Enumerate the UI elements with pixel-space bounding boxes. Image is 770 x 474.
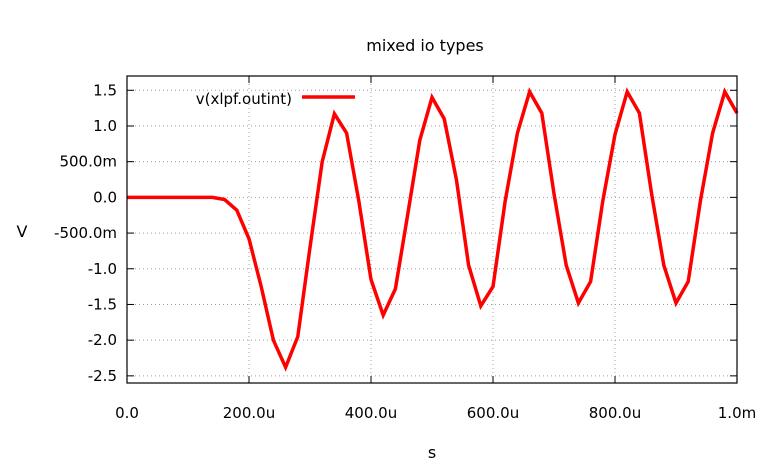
grid-lines <box>127 76 737 383</box>
y-tick-label: -1.5 <box>88 295 117 313</box>
plot-frame <box>126 75 738 384</box>
y-tick-label: -1.0 <box>88 260 117 278</box>
series-layer <box>127 87 739 372</box>
y-axis-label: V <box>17 222 28 241</box>
x-tick-label: 400.0u <box>345 404 397 422</box>
y-tick-label: 1.0 <box>93 117 117 135</box>
x-tick-label: 800.0u <box>589 404 641 422</box>
x-tick-label: 600.0u <box>467 404 519 422</box>
x-tick-label: 0.0 <box>115 404 139 422</box>
y-tick-label: -2.5 <box>88 367 117 385</box>
legend: v(xlpf.outint) <box>196 90 355 108</box>
x-axis-label: s <box>428 443 436 462</box>
x-tick-labels: 0.0 200.0u 400.0u 600.0u 800.0u 1.0m <box>115 404 756 422</box>
x-tick-label: 1.0m <box>718 404 756 422</box>
y-tick-label: 1.5 <box>93 81 117 99</box>
y-tick-labels: 1.5 1.0 500.0m 0.0 -500.0m -1.0 -1.5 -2.0 -2.5 <box>54 81 117 385</box>
x-tick-label: 200.0u <box>223 404 275 422</box>
axis-ticks <box>126 76 738 383</box>
series-line <box>127 87 739 372</box>
legend-label: v(xlpf.outint) <box>196 90 292 108</box>
y-tick-label: -500.0m <box>54 224 117 242</box>
chart-title: mixed io types <box>366 36 484 55</box>
y-tick-label: -2.0 <box>88 331 117 349</box>
y-tick-label: 0.0 <box>93 188 117 206</box>
y-tick-label: 500.0m <box>59 153 117 171</box>
